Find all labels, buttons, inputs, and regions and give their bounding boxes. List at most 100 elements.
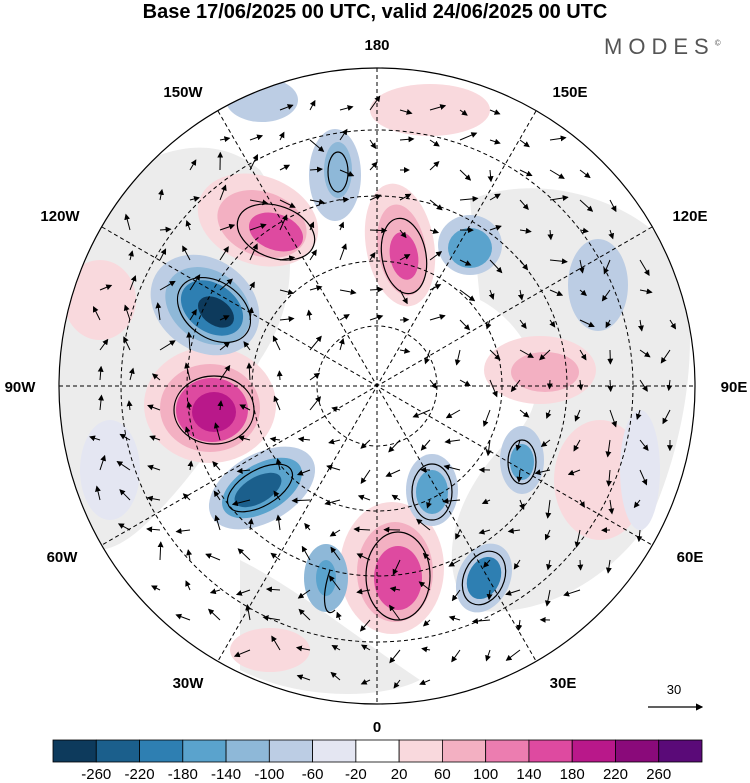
wind-vector-arrow — [660, 349, 671, 364]
wind-vector-arrow — [459, 109, 468, 116]
wind-vector-arrow — [577, 379, 584, 391]
colorbar-tick-label: -60 — [302, 766, 324, 783]
wind-vector-arrow — [545, 409, 552, 419]
wind-vector-arrow — [485, 649, 491, 662]
wind-vector-arrow — [391, 494, 401, 501]
wind-vector-arrow — [304, 522, 311, 531]
wind-vector-arrow — [489, 379, 498, 398]
wind-vector-arrow — [635, 409, 642, 420]
lon-label-60e: 60E — [677, 549, 704, 566]
wind-vector-arrow — [93, 306, 101, 321]
wind-vector-arrow — [273, 490, 281, 501]
wind-vector-arrow — [265, 586, 281, 593]
wind-vector-arrow — [159, 226, 172, 233]
wind-vector-arrow — [99, 338, 109, 351]
wind-vector-arrow — [608, 229, 615, 240]
wind-vector-arrow — [236, 467, 251, 474]
wind-vector-arrow — [279, 289, 295, 295]
wind-vector-arrow — [448, 559, 461, 567]
wind-vector-arrow — [489, 349, 501, 361]
wind-vector-arrow — [275, 514, 282, 531]
wind-vector-arrow — [519, 499, 525, 511]
wind-vector-arrow — [279, 164, 291, 171]
wind-vector-arrow — [146, 495, 161, 502]
wind-vector-arrow — [424, 349, 431, 365]
colorbar-swatch — [225, 739, 270, 763]
wind-vector-arrow — [207, 608, 221, 621]
wind-vector-arrow — [482, 409, 491, 427]
wind-vector-arrow — [309, 285, 323, 292]
wind-vector-arrow — [189, 309, 197, 321]
wind-vector-arrow — [262, 615, 281, 621]
wind-vector-arrow — [429, 139, 440, 147]
wind-vector-arrow — [339, 289, 357, 295]
wind-vector-arrow — [360, 469, 371, 485]
wind-vector-arrow — [237, 548, 251, 561]
wind-vector-arrow — [416, 518, 431, 531]
colorbar-swatch — [312, 739, 357, 763]
wind-vector-arrow — [185, 220, 192, 231]
wind-vector-arrow — [328, 438, 341, 445]
wind-vector-arrow — [270, 552, 281, 561]
wind-vector-arrow — [639, 259, 650, 277]
wind-vector-arrow — [369, 95, 381, 111]
wind-vector-arrow — [544, 529, 551, 541]
wind-vector-arrow — [339, 196, 350, 203]
wind-vector-arrow — [448, 615, 461, 622]
wind-vector-arrow — [151, 585, 161, 591]
wind-vector-arrow — [546, 379, 553, 390]
colorbar-tick-label: -100 — [254, 766, 284, 783]
wind-vector-arrow — [608, 499, 615, 515]
wind-vector-arrow — [272, 335, 281, 351]
wind-vector-arrow — [123, 304, 131, 321]
lon-label-30w: 30W — [173, 675, 205, 692]
wind-vector-arrow — [249, 154, 258, 171]
wind-vector-arrow — [442, 498, 461, 505]
wind-vector-arrow — [399, 193, 412, 201]
wind-vector-arrow — [609, 199, 617, 213]
wind-vector-arrow — [369, 286, 384, 293]
wind-vector-arrow — [309, 396, 322, 411]
lon-label-120w: 120W — [40, 208, 80, 225]
wind-vector-arrow — [519, 409, 530, 418]
wind-vector-arrow — [607, 379, 614, 393]
wind-vector-arrow — [459, 379, 471, 387]
wind-vector-arrow — [360, 679, 371, 685]
wind-vector-arrow — [97, 365, 104, 381]
lon-label-150e: 150E — [552, 84, 587, 101]
wind-vector-arrow — [418, 581, 431, 591]
wind-vector-arrow — [359, 619, 371, 632]
wind-vector-arrow — [185, 580, 191, 591]
wind-vector-arrow — [489, 259, 503, 274]
wind-vector-arrow — [249, 281, 255, 291]
wind-vector-arrow — [128, 250, 134, 261]
wind-vector-arrow — [549, 258, 568, 265]
colorbar-tick-label: 140 — [516, 766, 541, 783]
wind-vector-arrow — [445, 409, 461, 419]
wind-vector-arrow — [331, 406, 341, 413]
wind-vector-arrow — [309, 372, 321, 381]
wind-vector-arrow — [309, 139, 325, 153]
wind-vector-arrow — [213, 422, 221, 441]
wind-vector-arrow — [534, 469, 551, 476]
wind-vector-arrow — [516, 469, 523, 483]
wind-vector-arrow — [369, 194, 382, 201]
wind-vector-arrow — [339, 169, 355, 177]
wind-vector-arrow — [273, 395, 281, 411]
wind-vector-arrow — [487, 169, 494, 183]
wind-vector-arrow — [549, 319, 556, 328]
wind-vector-arrow — [421, 646, 431, 653]
wind-vector-arrow — [519, 199, 529, 211]
wind-vector-arrow — [579, 199, 594, 212]
wind-vector-arrow — [639, 469, 648, 486]
wind-vector-arrow — [455, 529, 461, 540]
wind-vector-arrow — [296, 674, 311, 681]
wind-vector-arrow — [309, 249, 317, 261]
wind-vector-arrow — [429, 228, 440, 234]
wind-vector-arrow — [549, 195, 569, 202]
wind-vector-arrow — [639, 379, 648, 392]
wind-vector-arrow — [459, 319, 471, 331]
wind-vector-arrow — [579, 169, 591, 179]
wind-vector-arrow — [339, 314, 350, 321]
wind-vector-arrow — [516, 619, 523, 631]
